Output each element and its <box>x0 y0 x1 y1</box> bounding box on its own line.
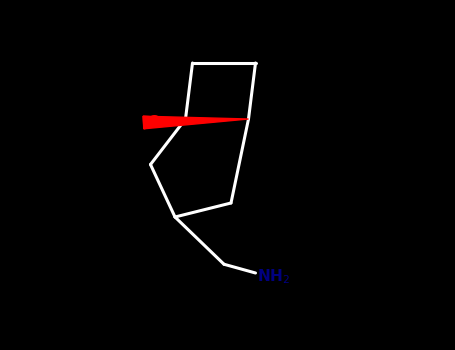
Text: O: O <box>148 115 161 130</box>
Polygon shape <box>143 116 186 129</box>
Text: NH$_2$: NH$_2$ <box>257 267 290 286</box>
Polygon shape <box>143 116 248 129</box>
